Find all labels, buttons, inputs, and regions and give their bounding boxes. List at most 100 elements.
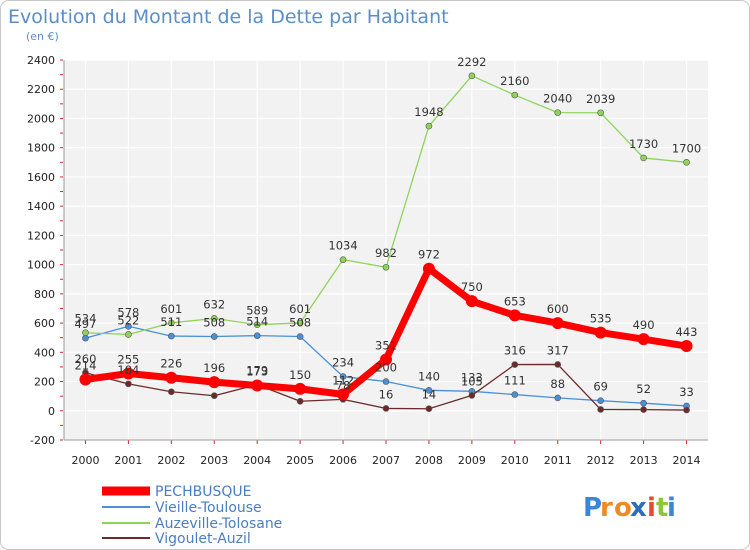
data-label-pechbusque: 750 [461,280,483,294]
data-label-pechbusque: 173 [246,364,268,378]
logo-letter: o [614,493,632,523]
data-point-vieille-toulouse [511,391,519,398]
data-label-vieille-toulouse: 508 [203,316,225,330]
data-label-vieille-toulouse: 140 [418,369,440,383]
y-tick-label: 1400 [27,200,55,213]
data-label-auzeville-tolosane: 1034 [328,239,357,253]
data-point-vigoulet-auzil [168,388,175,396]
logo-letter: x [630,493,647,523]
y-tick-label: 800 [34,288,55,301]
data-point-vieille-toulouse [296,333,304,340]
data-point-auzeville-tolosane [597,109,604,117]
data-label-vigoulet-auzil: 78 [336,378,351,392]
x-tick-label: 2013 [630,454,658,467]
x-tick-label: 2004 [243,454,271,467]
data-point-auzeville-tolosane [210,315,218,322]
data-label-pechbusque: 443 [676,325,698,339]
y-tick-label: 0 [48,405,55,418]
logo-letter: r [600,493,613,523]
data-point-pechbusque [680,340,693,353]
data-label-auzeville-tolosane: 589 [246,304,268,318]
data-label-vieille-toulouse: 508 [289,316,311,330]
y-tick-label: 2400 [27,54,55,67]
data-label-auzeville-tolosane: 2039 [586,92,615,106]
y-tick-label: 600 [34,317,55,330]
data-point-vigoulet-auzil [296,397,304,405]
data-point-vieille-toulouse [640,399,647,407]
x-tick-label: 2006 [329,454,357,467]
data-point-vieille-toulouse [125,322,132,330]
y-tick-label: 1000 [27,259,55,272]
data-label-pechbusque: 150 [289,368,311,382]
data-point-vieille-toulouse [554,394,562,402]
data-label-pechbusque: 226 [160,357,182,371]
x-tick-label: 2010 [501,454,529,467]
data-label-auzeville-tolosane: 522 [117,313,139,327]
data-label-pechbusque: 214 [74,358,96,372]
x-tick-label: 2005 [286,454,314,467]
data-label-pechbusque: 535 [590,312,612,326]
data-label-vigoulet-auzil: 184 [117,363,139,377]
data-point-auzeville-tolosane [468,72,476,80]
data-label-pechbusque: 972 [418,248,440,262]
data-point-vigoulet-auzil [640,406,647,413]
data-point-vigoulet-auzil [468,392,476,399]
logo-letter: t [656,493,668,523]
data-label-auzeville-tolosane: 982 [375,246,397,260]
data-point-auzeville-tolosane [382,263,390,271]
data-point-auzeville-tolosane [425,122,433,130]
data-point-vieille-toulouse [339,373,347,380]
data-point-auzeville-tolosane [554,109,562,116]
data-label-vieille-toulouse: 514 [246,315,268,329]
data-point-vieille-toulouse [597,397,604,404]
data-point-pechbusque [637,333,650,346]
logo-letter: P [583,493,602,523]
chart-subtitle: (en €) [26,30,59,43]
x-tick-label: 2001 [114,454,142,467]
data-label-vieille-toulouse: 133 [461,370,483,384]
data-point-vigoulet-auzil [425,405,433,413]
data-label-vigoulet-auzil: 316 [504,344,526,358]
legend-label: PECHBUSQUE [155,484,251,500]
data-point-auzeville-tolosane [640,154,647,162]
data-point-vigoulet-auzil [125,380,132,388]
data-point-auzeville-tolosane [82,329,89,337]
y-tick-label: -200 [30,434,55,447]
y-tick-label: 1600 [27,171,55,184]
x-tick-label: 2002 [157,454,185,467]
data-label-auzeville-tolosane: 601 [289,302,311,316]
data-point-vigoulet-auzil [683,406,690,414]
data-label-vieille-toulouse: 69 [593,380,608,394]
data-point-vieille-toulouse [425,387,433,394]
legend-label: Auzeville-Tolosane [155,516,282,532]
data-point-vieille-toulouse [210,333,218,340]
x-tick-label: 2003 [200,454,228,467]
data-point-auzeville-tolosane [339,256,347,263]
data-label-vigoulet-auzil: 105 [461,374,483,388]
data-point-vieille-toulouse [168,332,175,340]
data-point-pechbusque [337,388,350,401]
data-point-pechbusque [122,367,135,380]
data-label-pechbusque: 255 [117,353,139,367]
data-point-pechbusque [165,371,178,384]
x-tick-label: 2014 [673,454,701,467]
data-label-vieille-toulouse: 234 [332,356,354,370]
data-point-vigoulet-auzil [597,406,604,413]
data-label-pechbusque: 600 [547,302,569,316]
data-label-vieille-toulouse: 200 [375,361,397,375]
y-tick-label: 2000 [27,112,55,125]
data-point-pechbusque [551,317,564,330]
data-point-vigoulet-auzil [554,361,562,368]
data-label-vieille-toulouse: 88 [550,377,565,391]
logo-letter: i [647,493,656,523]
data-label-auzeville-tolosane: 1948 [414,105,443,119]
data-point-auzeville-tolosane [125,331,132,338]
data-point-pechbusque [422,262,435,275]
data-label-vieille-toulouse: 511 [160,315,182,329]
data-point-pechbusque [294,382,307,395]
data-label-auzeville-tolosane: 534 [74,312,96,326]
y-tick-label: 1200 [27,229,55,242]
data-label-auzeville-tolosane: 2040 [543,92,572,106]
data-label-auzeville-tolosane: 2292 [457,55,486,69]
